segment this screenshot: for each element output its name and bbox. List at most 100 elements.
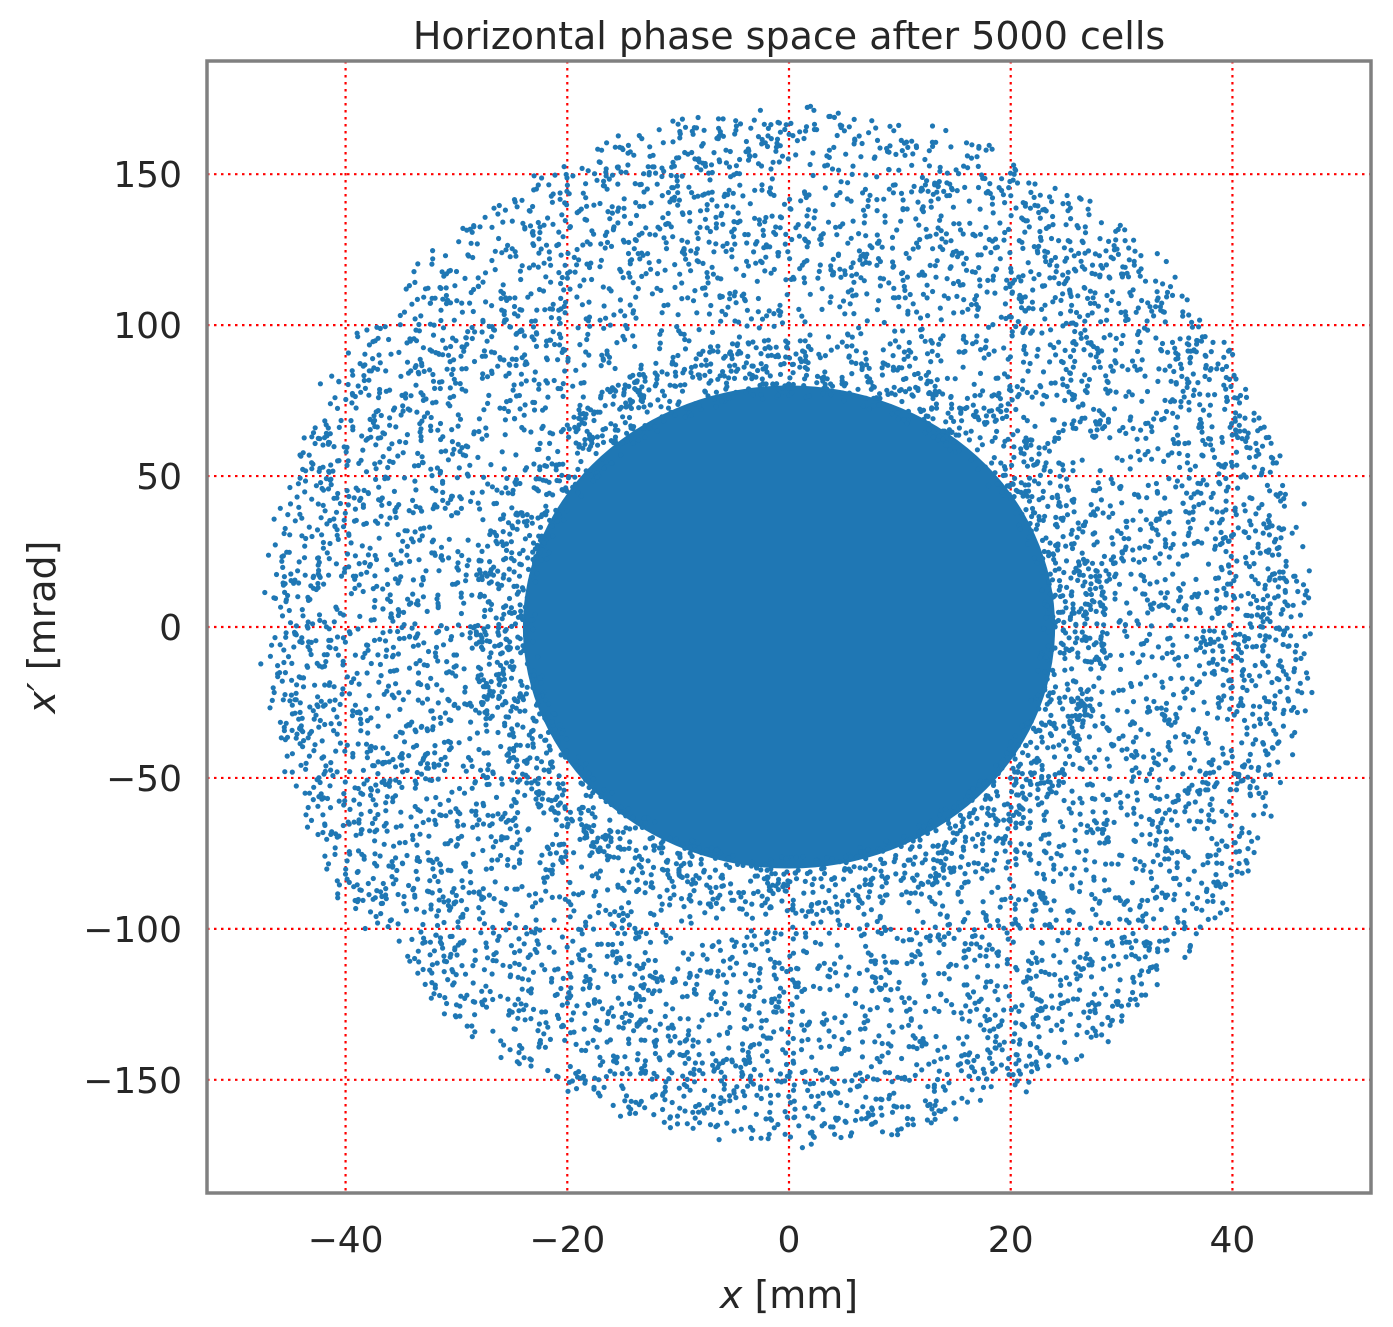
scatter-point bbox=[346, 629, 352, 635]
scatter-point bbox=[1117, 666, 1124, 673]
scatter-point bbox=[1085, 312, 1091, 318]
scatter-point bbox=[665, 1025, 671, 1031]
scatter-point bbox=[1301, 651, 1307, 657]
scatter-point bbox=[654, 285, 660, 291]
scatter-point bbox=[942, 1087, 948, 1093]
scatter-point bbox=[1215, 610, 1221, 617]
scatter-point bbox=[412, 955, 418, 962]
scatter-point bbox=[328, 476, 334, 482]
scatter-point bbox=[831, 1034, 837, 1040]
scatter-point bbox=[660, 140, 666, 146]
scatter-point bbox=[499, 908, 505, 914]
scatter-point bbox=[270, 685, 276, 691]
scatter-point bbox=[1143, 924, 1149, 930]
scatter-point bbox=[702, 191, 708, 197]
scatter-point bbox=[1166, 868, 1173, 874]
scatter-point bbox=[614, 949, 620, 955]
scatter-point bbox=[1143, 992, 1149, 998]
scatter-point bbox=[669, 1099, 675, 1106]
scatter-point bbox=[979, 875, 985, 881]
scatter-point bbox=[1204, 886, 1210, 892]
scatter-point bbox=[1063, 222, 1069, 228]
scatter-point bbox=[1088, 925, 1094, 931]
scatter-point bbox=[576, 407, 582, 413]
scatter-point bbox=[355, 741, 361, 747]
scatter-point bbox=[420, 757, 426, 763]
scatter-point bbox=[479, 329, 485, 335]
scatter-point bbox=[1210, 339, 1216, 345]
scatter-point bbox=[1103, 386, 1109, 392]
scatter-point bbox=[447, 809, 453, 815]
scatter-point bbox=[699, 285, 706, 291]
scatter-point bbox=[1105, 1014, 1111, 1021]
scatter-point bbox=[748, 1023, 754, 1029]
scatter-point bbox=[1288, 614, 1294, 620]
scatter-point bbox=[577, 342, 583, 348]
scatter-point bbox=[632, 925, 638, 932]
scatter-point bbox=[440, 945, 446, 951]
scatter-point bbox=[1105, 835, 1111, 841]
scatter-point bbox=[677, 135, 683, 141]
scatter-point bbox=[677, 271, 683, 277]
scatter-point bbox=[1097, 272, 1103, 278]
scatter-point bbox=[432, 750, 438, 756]
scatter-point bbox=[878, 974, 884, 981]
scatter-point bbox=[373, 556, 380, 563]
scatter-point bbox=[429, 485, 435, 491]
scatter-point bbox=[807, 1081, 813, 1087]
scatter-point bbox=[1093, 766, 1099, 772]
scatter-point bbox=[421, 414, 427, 420]
scatter-point bbox=[773, 148, 779, 154]
scatter-point bbox=[1234, 869, 1240, 875]
scatter-point bbox=[345, 350, 351, 356]
scatter-point bbox=[1036, 243, 1042, 249]
scatter-point bbox=[1169, 649, 1175, 656]
scatter-point bbox=[674, 155, 680, 161]
scatter-point bbox=[1148, 793, 1154, 799]
scatter-point bbox=[463, 335, 469, 341]
scatter-point bbox=[891, 263, 897, 269]
scatter-point bbox=[1151, 313, 1157, 319]
scatter-point bbox=[826, 974, 833, 980]
scatter-point bbox=[1117, 222, 1123, 228]
scatter-point bbox=[562, 200, 568, 206]
scatter-point bbox=[476, 905, 482, 911]
scatter-point bbox=[1041, 817, 1047, 823]
scatter-point bbox=[965, 165, 971, 171]
scatter-point bbox=[1277, 575, 1283, 581]
scatter-point bbox=[1084, 1029, 1090, 1035]
scatter-point bbox=[877, 915, 883, 921]
scatter-point bbox=[733, 300, 739, 306]
scatter-point bbox=[459, 963, 465, 969]
scatter-point bbox=[620, 829, 626, 835]
scatter-point bbox=[366, 563, 373, 569]
scatter-point bbox=[327, 805, 334, 811]
scatter-point bbox=[305, 664, 311, 670]
scatter-point bbox=[1119, 550, 1125, 556]
scatter-point bbox=[793, 152, 799, 158]
scatter-point bbox=[674, 178, 680, 184]
scatter-point bbox=[751, 249, 757, 255]
scatter-point bbox=[1236, 773, 1242, 780]
scatter-point bbox=[1100, 966, 1107, 972]
scatter-point bbox=[1152, 555, 1158, 561]
scatter-point bbox=[849, 1078, 855, 1084]
scatter-point bbox=[359, 433, 365, 439]
scatter-point bbox=[905, 1104, 911, 1110]
scatter-point bbox=[515, 1015, 521, 1021]
scatter-point bbox=[375, 759, 381, 765]
scatter-point bbox=[981, 1027, 987, 1033]
scatter-point bbox=[1116, 581, 1123, 587]
scatter-point bbox=[1197, 768, 1203, 774]
scatter-point bbox=[641, 961, 647, 967]
scatter-point bbox=[679, 994, 686, 1000]
scatter-point bbox=[997, 1022, 1004, 1028]
scatter-point bbox=[1134, 1002, 1140, 1008]
scatter-point bbox=[1192, 799, 1198, 805]
scatter-point bbox=[1152, 672, 1158, 678]
scatter-point bbox=[510, 817, 516, 824]
scatter-point bbox=[1255, 835, 1261, 841]
scatter-point bbox=[1208, 349, 1214, 355]
scatter-point bbox=[1018, 841, 1024, 847]
scatter-point bbox=[986, 324, 992, 330]
